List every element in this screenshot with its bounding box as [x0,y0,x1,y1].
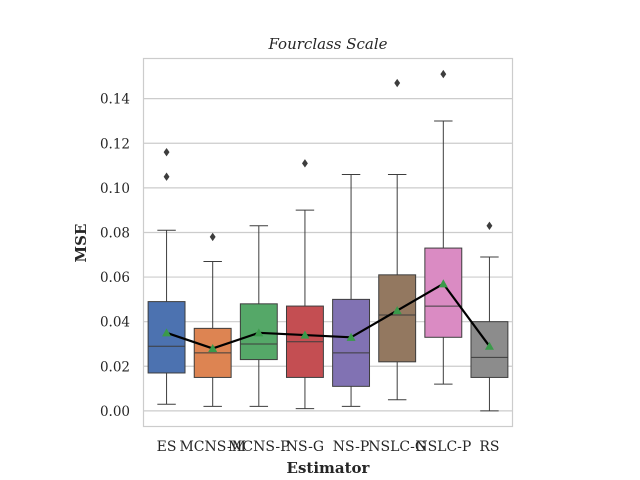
outlier-point [163,147,170,157]
y-tick-label: 0.02 [100,359,130,375]
x-tick-label: MCNS-M [179,439,245,455]
boxes [147,69,509,412]
y-tick-label: 0.00 [100,404,130,420]
y-tick-labels: 0.00 0.02 0.04 0.06 0.08 0.10 0.12 0.14 [100,92,130,420]
box-body [424,247,463,338]
y-tick-label: 0.08 [100,225,130,241]
box-body [332,298,371,387]
x-tick-label: MCNS-P [228,439,290,455]
mean-line-group [162,279,494,353]
x-tick-label: NSLC-P [415,439,471,455]
x-tick-label: NSLC-G [368,439,426,455]
outlier-point [163,172,170,181]
box-MCNS-M [193,232,232,407]
y-tick-label: 0.06 [100,270,130,286]
box-NS-P [332,173,371,407]
y-tick-label: 0.14 [100,92,130,108]
y-tick-label: 0.04 [100,315,130,331]
chart-title: Fourclass Scale [267,35,387,53]
y-axis-label: MSE [72,224,90,263]
outlier-point [440,69,447,79]
box-NSLC-P [424,69,463,385]
x-tick-label: NS-G [286,439,324,455]
mean-marker [300,330,310,339]
outlier-point [394,78,401,88]
mean-marker [392,306,402,315]
y-tick-label: 0.10 [100,181,130,197]
x-tick-label: NS-P [333,439,370,455]
mean-marker [438,279,448,288]
mean-marker [346,332,356,341]
x-tick-label: RS [479,439,499,455]
outlier-point [486,221,493,230]
mean-marker [254,328,264,337]
y-tick-label: 0.12 [100,136,130,152]
mean-marker [208,343,218,353]
outlier-point [301,159,308,168]
x-axis-label: Estimator [287,459,371,477]
mean-line [166,282,491,350]
outlier-point [209,232,216,242]
mean-marker [162,328,172,337]
box-NS-G [285,159,324,410]
x-tick-label: ES [157,439,177,455]
mean-marker [484,341,494,350]
